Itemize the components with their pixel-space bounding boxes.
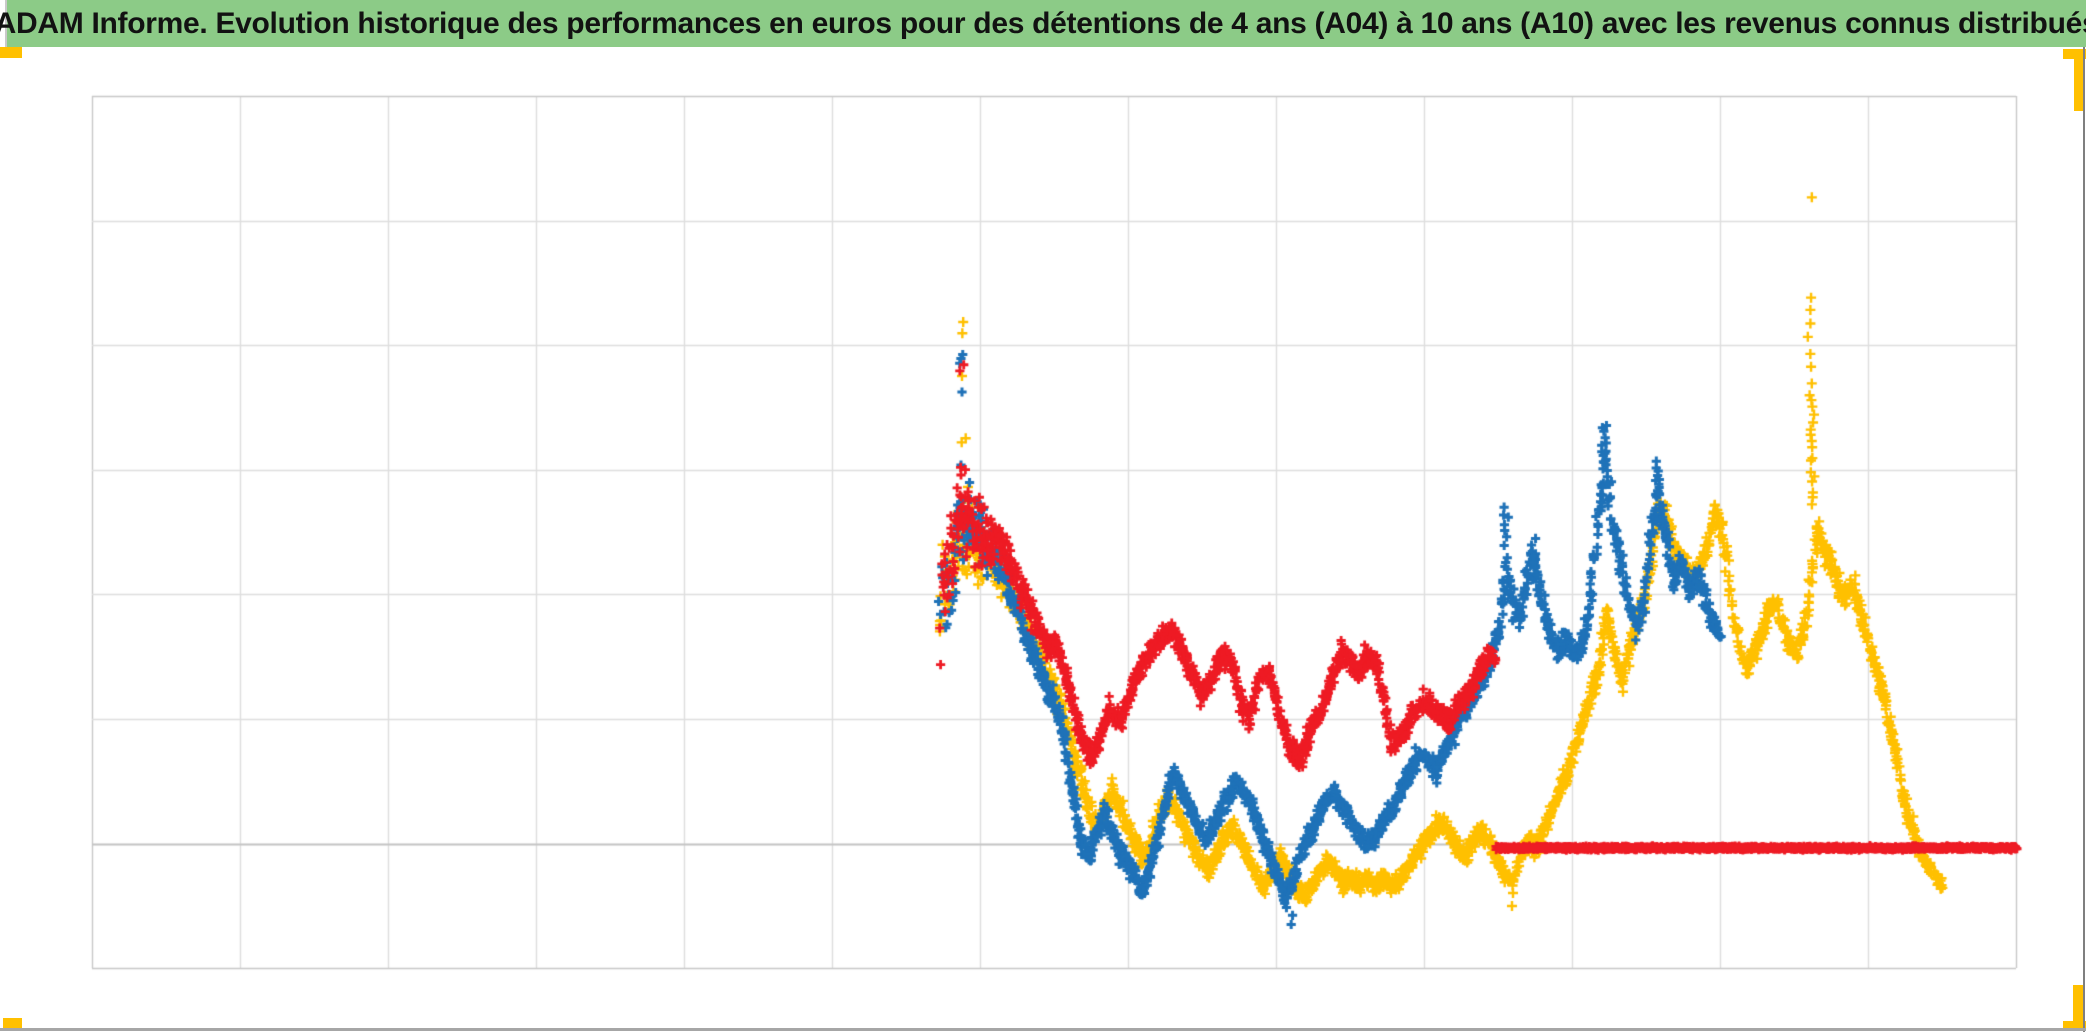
yellow-cell-accent-bottom-right-v	[2073, 985, 2083, 1030]
page-title: ADAM Informe. Evolution historique des p…	[0, 6, 2086, 40]
sheet-edge-line-right	[2083, 47, 2085, 1032]
yellow-cell-accent-top-right-v	[2074, 49, 2084, 111]
yellow-cell-accent-bottom-right-h	[2063, 1021, 2086, 1031]
yellow-cell-accent-top-left	[0, 47, 22, 58]
yellow-cell-accent-bottom-left	[3, 1018, 22, 1030]
sheet-edge-line-bottom	[0, 1028, 2086, 1031]
title-bar: ADAM Informe. Evolution historique des p…	[0, 0, 2086, 47]
